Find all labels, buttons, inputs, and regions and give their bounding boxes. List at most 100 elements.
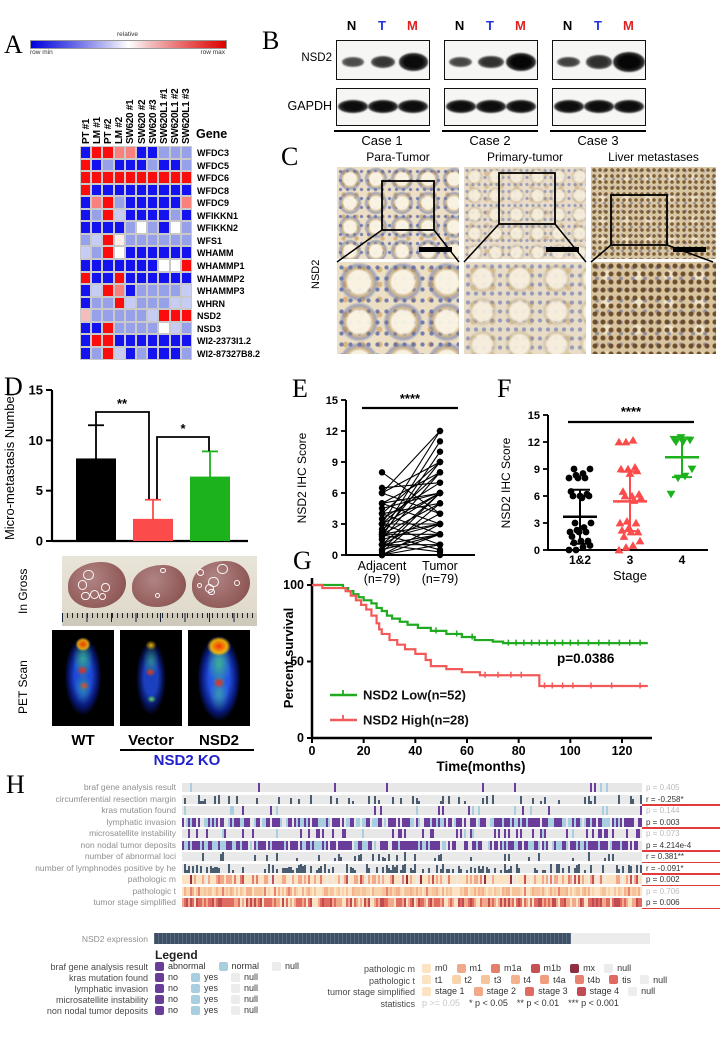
sig-label: **** — [621, 404, 642, 419]
y-tick-label: 12 — [326, 426, 338, 438]
legend-item: no — [155, 983, 178, 993]
panel-f-letter: F — [497, 374, 512, 403]
legend-swatch — [422, 963, 431, 973]
data-point — [614, 545, 624, 554]
heatmap-cell — [136, 208, 148, 222]
data-point — [586, 465, 594, 473]
y-tick-label: 15 — [29, 383, 43, 398]
data-point — [616, 464, 626, 473]
heatmap-cell — [147, 221, 159, 234]
data-point — [628, 541, 638, 549]
gapdh-band — [506, 100, 537, 113]
data-point — [378, 541, 386, 548]
lane-label: T — [378, 18, 386, 33]
x-tick-label: Adjacent — [358, 559, 407, 573]
scale-bar — [419, 247, 452, 252]
case-label: Case 1 — [361, 133, 403, 148]
gene-label: NSD2 — [197, 311, 222, 322]
y-tick-label: 6 — [332, 488, 338, 500]
heatmap-cell — [91, 146, 103, 159]
legend-item: null — [231, 1005, 258, 1015]
heatmap-cell — [136, 271, 148, 285]
x-tick-label: 1&2 — [569, 553, 591, 567]
heatmap-cell — [124, 259, 136, 272]
legend-item-label: t3 — [494, 974, 502, 985]
heatmap-cell — [169, 208, 181, 222]
lane-label: M — [514, 18, 526, 33]
heatmap-cell — [91, 334, 103, 347]
data-point — [627, 491, 637, 500]
heatmap-cell — [158, 208, 170, 222]
heatmap-cell — [102, 233, 114, 247]
heatmap-cell — [113, 259, 125, 272]
legend-item: null — [231, 972, 258, 982]
panel-h-letter: H — [6, 770, 25, 799]
pet-image-wt — [52, 630, 114, 726]
pair-line — [381, 451, 441, 537]
legend-item-label: abnormal — [168, 961, 206, 971]
legend-item-label: null — [641, 986, 656, 996]
track-stat: r = -0.091* — [646, 863, 684, 873]
heatmap-cell — [169, 183, 181, 197]
data-point — [621, 543, 631, 551]
heatmap-cell — [124, 233, 136, 247]
data-point — [621, 437, 631, 446]
gapdh-band — [337, 100, 368, 113]
data-point — [587, 519, 595, 527]
heatmap-cell — [136, 296, 148, 310]
data-point — [685, 436, 695, 445]
heatmap-cell — [113, 309, 125, 322]
pair-line — [381, 544, 441, 556]
data-point — [571, 519, 579, 527]
significance-underline — [642, 804, 720, 806]
legend-swatch — [272, 961, 282, 971]
legend-item: no — [155, 1005, 178, 1015]
legend-item-label: null — [653, 974, 668, 985]
track-strip — [182, 806, 642, 815]
metastasis-ring — [160, 567, 166, 574]
metastasis-ring — [155, 592, 161, 598]
scale-bar — [546, 247, 579, 252]
legend-row: stage 1 stage 2 stage 3 stage 4 null — [422, 986, 664, 996]
pet-image-nsd2 — [188, 630, 250, 726]
group-label-wt: WT — [71, 732, 95, 749]
bar — [190, 476, 230, 541]
heatmap-cell — [147, 208, 159, 222]
track-stat: p = 0.006 — [646, 898, 680, 907]
track-label: pathologic t — [132, 885, 176, 896]
heatmap-cell — [113, 284, 125, 297]
heatmap-cell — [180, 309, 192, 322]
heatmap-cell — [180, 196, 192, 209]
heatmap-cell — [102, 208, 114, 222]
legend-item-label: m0 — [435, 963, 448, 973]
data-point — [566, 528, 574, 536]
nsd2-blot — [552, 40, 646, 80]
legend-item-label: m1b — [543, 963, 562, 973]
heatmap-cell — [124, 183, 136, 197]
lane-label: N — [454, 18, 465, 33]
heatmap-cell — [80, 271, 92, 285]
legend-item: t1 — [422, 975, 443, 985]
heatmap-cell — [102, 246, 114, 260]
heatmap-cell — [80, 309, 92, 322]
legend-label: NSD2 High(n=28) — [363, 713, 469, 728]
heatmap-cell — [102, 296, 114, 310]
heatmap-cell — [147, 284, 159, 297]
legend-item-label: null — [244, 972, 259, 982]
heatmap-cell — [91, 196, 103, 209]
metastasis-ring — [217, 563, 228, 575]
ihc-row-label-nsd2: NSD2 — [310, 259, 322, 289]
legend-row-label: braf gene analysis result — [50, 962, 148, 972]
ihc-image-para-tumor-low — [337, 167, 459, 259]
heatmap-cell — [147, 309, 159, 322]
data-point — [573, 526, 581, 534]
heatmap-cell — [91, 321, 103, 335]
data-point — [378, 546, 386, 554]
heatmap-cell — [169, 296, 181, 310]
legend-item: stage 2 — [473, 986, 516, 996]
legend-item-label: no — [168, 983, 179, 993]
heatmap-cell — [136, 309, 148, 322]
heatmap-cell — [169, 158, 181, 172]
legend-swatch — [231, 972, 241, 982]
case-underline — [442, 130, 538, 132]
